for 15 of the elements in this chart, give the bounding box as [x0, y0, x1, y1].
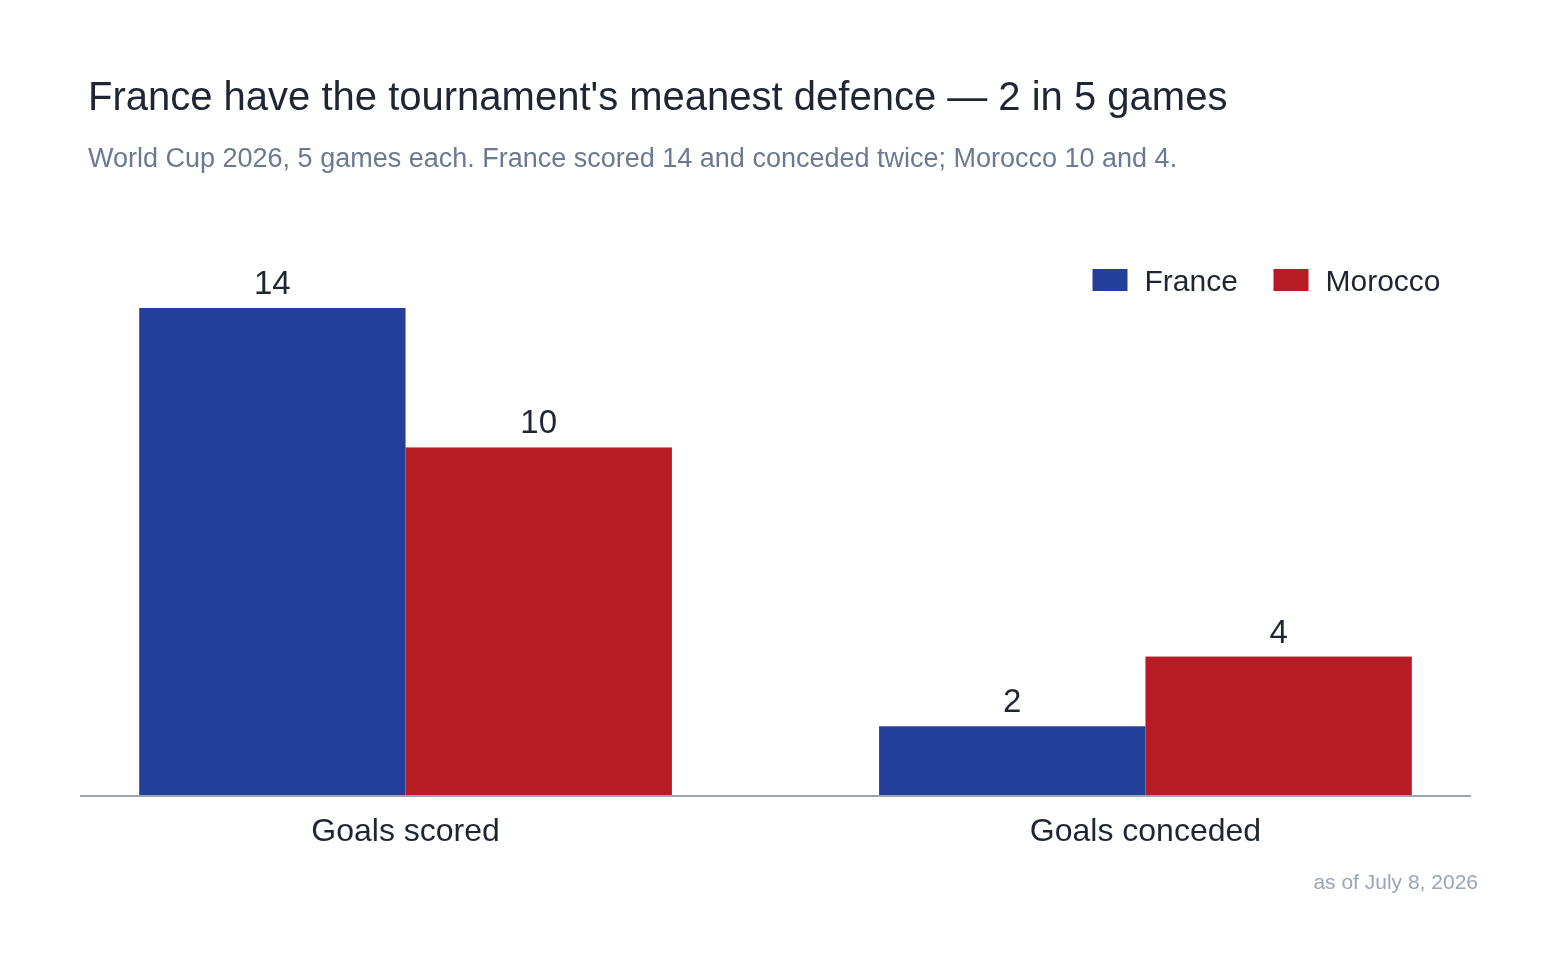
legend-label: Morocco — [1325, 263, 1441, 297]
chart-title: France have the tournament's meanest defence — 2 in 5 games — [88, 74, 1228, 118]
bar — [405, 447, 672, 796]
data-label: 4 — [1269, 612, 1288, 650]
text: as of July 8, 2026 — [1313, 870, 1478, 893]
legend-label: France — [1144, 263, 1238, 297]
data-label: 2 — [1003, 682, 1022, 720]
data-label: 14 — [254, 264, 291, 301]
bar — [879, 726, 1146, 796]
x-tick-label: Goals conceded — [1029, 812, 1262, 848]
x-tick-label: Goals scored — [311, 812, 500, 848]
bar — [139, 308, 406, 796]
chart-subtitle: World Cup 2026, 5 games each. France scored 14 and conceded twice; Morocco 10 and 4. — [88, 143, 1178, 173]
bar — [1145, 656, 1412, 796]
data-label: 10 — [520, 403, 558, 441]
